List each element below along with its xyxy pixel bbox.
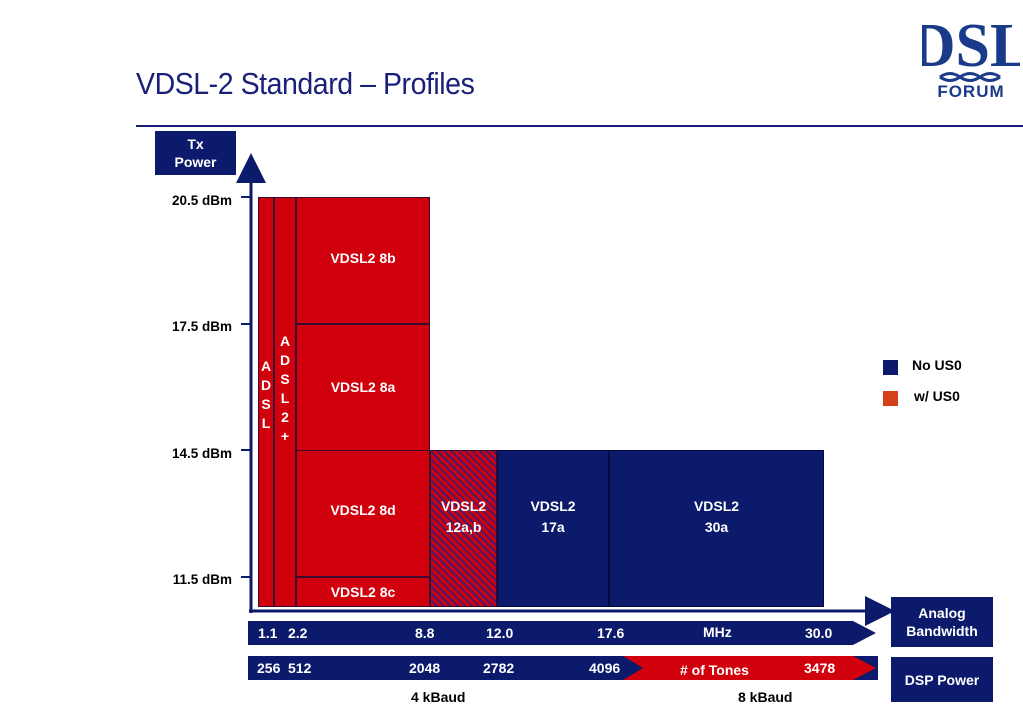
vdsl2-17-line2: 17a bbox=[541, 518, 565, 535]
vdsl2-30-line1: VDSL2 bbox=[693, 497, 740, 514]
vdsl2-8d-block: VDSL2 8d bbox=[296, 450, 430, 577]
frequency-band-arrow bbox=[248, 621, 876, 645]
y-tick-14-5: 14.5 dBm bbox=[171, 446, 232, 461]
freq-tick-1-1: 1.1 bbox=[258, 625, 278, 641]
vdsl2-12-line1: VDSL2 bbox=[440, 497, 487, 514]
vdsl2-30-block: VDSL2 30a bbox=[609, 450, 824, 607]
adsl2plus-block: A D S L 2 + bbox=[274, 197, 296, 607]
freq-tick-2-2: 2.2 bbox=[288, 625, 308, 641]
y-tick-17-5: 17.5 dBm bbox=[171, 319, 232, 334]
logo-sub-text: FORUM bbox=[937, 82, 1004, 100]
legend-w-us0-swatch bbox=[883, 391, 898, 406]
baud-4k-label: 4 kBaud bbox=[411, 689, 466, 705]
tx-power-line1: Tx bbox=[187, 136, 204, 152]
vdsl2-8d-label: VDSL2 8d bbox=[330, 502, 396, 518]
logo-main-text: DSL bbox=[922, 12, 1020, 80]
freq-unit-mhz: MHz bbox=[703, 624, 732, 640]
analog-bandwidth-line2: Bandwidth bbox=[906, 623, 978, 639]
y-tick-20-5: 20.5 dBm bbox=[171, 193, 232, 208]
adsl-block: A D S L bbox=[258, 197, 274, 607]
vdsl2-8b-block: VDSL2 8b bbox=[296, 197, 430, 324]
analog-bandwidth-label: Analog Bandwidth bbox=[891, 597, 993, 647]
freq-tick-30-0: 30.0 bbox=[805, 625, 833, 641]
tone-tick-512: 512 bbox=[288, 660, 312, 676]
legend-no-us0-swatch bbox=[883, 360, 898, 375]
tone-tick-4096: 4096 bbox=[589, 660, 621, 676]
freq-tick-8-8: 8.8 bbox=[415, 625, 435, 641]
vdsl2-17-block: VDSL2 17a bbox=[497, 450, 609, 607]
vdsl2-8b-label: VDSL2 8b bbox=[330, 250, 396, 266]
vdsl2-30-line2: 30a bbox=[704, 518, 729, 535]
vdsl2-8a-block: VDSL2 8a bbox=[296, 324, 430, 451]
tx-power-label: Tx Power bbox=[155, 131, 236, 175]
title-divider bbox=[136, 125, 1023, 127]
y-tick-11-5: 11.5 dBm bbox=[172, 572, 232, 587]
vdsl2-8c-block: VDSL2 8c bbox=[296, 577, 430, 607]
tone-tick-256: 256 bbox=[257, 660, 281, 676]
tone-tick-3478: 3478 bbox=[804, 660, 836, 676]
freq-tick-17-6: 17.6 bbox=[597, 625, 625, 641]
vdsl2-12-block: VDSL2 12a,b bbox=[430, 450, 497, 607]
tx-power-line2: Power bbox=[174, 154, 217, 170]
vdsl2-12-line2: 12a,b bbox=[445, 518, 482, 535]
tones-label: # of Tones bbox=[680, 662, 749, 678]
legend-w-us0-label: w/ US0 bbox=[914, 388, 960, 404]
freq-tick-12-0: 12.0 bbox=[486, 625, 514, 641]
vdsl2-8c-label: VDSL2 8c bbox=[330, 583, 396, 600]
tone-tick-2048: 2048 bbox=[409, 660, 441, 676]
adsl-label: A D S L bbox=[260, 358, 272, 431]
vdsl2-17-line1: VDSL2 bbox=[530, 497, 576, 514]
baud-8k-label: 8 kBaud bbox=[738, 689, 793, 705]
vdsl2-8a-label: VDSL2 8a bbox=[330, 379, 396, 395]
tone-tick-2782: 2782 bbox=[483, 660, 515, 676]
analog-bandwidth-line1: Analog bbox=[918, 605, 966, 621]
dsl-forum-logo: DSL FORUM bbox=[911, 4, 1023, 101]
adsl2plus-label: A D S L 2 + bbox=[279, 333, 291, 444]
dsp-power-label: DSP Power bbox=[891, 657, 993, 702]
page-title: VDSL-2 Standard – Profiles bbox=[136, 66, 475, 101]
legend-no-us0-label: No US0 bbox=[912, 357, 962, 373]
tones-band-arrow bbox=[248, 656, 878, 680]
